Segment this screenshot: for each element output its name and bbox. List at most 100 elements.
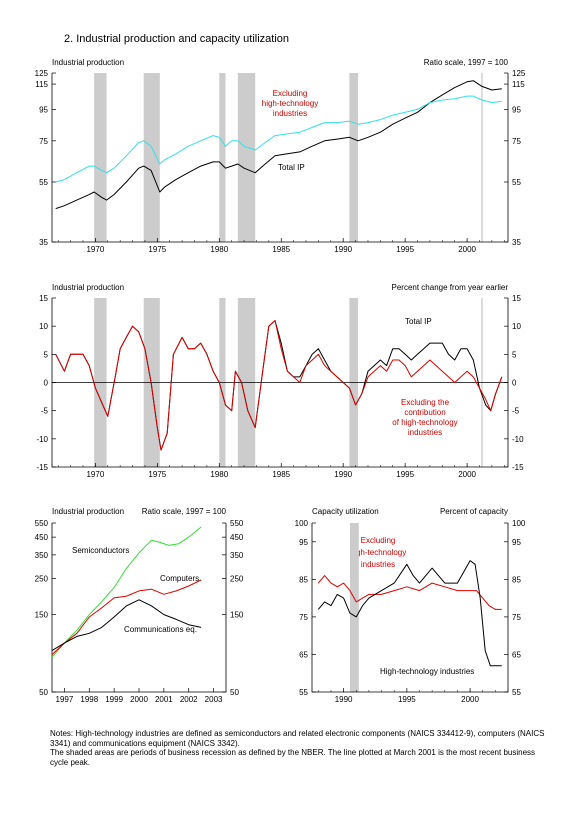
recession-band <box>219 73 226 242</box>
x-tick-label: 1997 <box>56 695 74 704</box>
chart1-title: Industrial production <box>52 58 124 67</box>
chart3-communications-label: Communications eq. <box>124 625 197 634</box>
chart2-title: Industrial production <box>52 283 124 292</box>
chart-capacity_util: 55 55 65 65 75 75 85 85 95 95 100 100 1990 1995 2000 <box>295 519 526 704</box>
chart3-computers-label: Computers <box>160 574 199 583</box>
y-tick-label-right: 10 <box>512 322 521 331</box>
y-tick-label-left: 50 <box>39 688 48 697</box>
notes-paragraph-1: Notes: High-technology industries are de… <box>50 729 545 748</box>
y-tick-label-left: 75 <box>39 137 48 146</box>
recession-band <box>349 73 359 242</box>
chart4-title: Capacity utilization <box>312 507 379 516</box>
recession-band <box>349 523 359 692</box>
y-tick-label-right: 550 <box>230 519 244 528</box>
plot-frame <box>51 73 509 243</box>
chart3-right-title: Ratio scale, 1997 = 100 <box>142 507 227 516</box>
x-tick-label: 1995 <box>398 695 416 704</box>
x-tick-label: 1990 <box>334 470 352 479</box>
y-tick-label-left: 100 <box>295 519 309 528</box>
x-tick-label: 1999 <box>105 695 123 704</box>
x-tick-label: 2001 <box>155 695 173 704</box>
y-tick-label-right: 75 <box>512 613 521 622</box>
y-tick-label-right: 15 <box>512 294 521 303</box>
y-tick-label-right: 55 <box>512 688 521 697</box>
y-tick-label-right: 250 <box>230 575 244 584</box>
chart-ip_levels: 35 35 55 55 75 75 95 95 115 115 125 125 1970 1975 1980… <box>35 69 526 254</box>
y-tick-label-left: 75 <box>299 613 308 622</box>
y-tick-label-right: 5 <box>512 350 517 359</box>
chart3-title: Industrial production <box>52 507 124 516</box>
chart4-excl-label-2: high-technology <box>350 548 406 557</box>
y-tick-label-left: 35 <box>39 238 48 247</box>
notes-paragraph-2: The shaded areas are periods of business… <box>50 748 536 767</box>
y-tick-label-right: 95 <box>512 538 521 547</box>
chart2-total-ip-label: Total IP <box>405 317 432 326</box>
recession-band <box>143 73 160 242</box>
y-tick-label-right: 95 <box>512 105 521 114</box>
y-tick-label-right: 450 <box>230 533 244 542</box>
x-tick-label: 2000 <box>458 470 476 479</box>
chart4-right-title: Percent of capacity <box>440 507 508 516</box>
series-line-1 <box>51 579 202 655</box>
y-tick-label-left: -10 <box>36 435 48 444</box>
chart2-excl-label-4: industries <box>408 428 442 437</box>
chart4-hightech-label: High-technology industries <box>380 667 474 676</box>
chart2-excl-label-1: Excluding the <box>401 398 450 407</box>
y-tick-label-left: -15 <box>36 463 48 472</box>
chart-ip_pct: -15 -15 -10 -10 -5 -5 0 0 5 5 10 10 15 15 1970 1975 1980… <box>36 294 524 479</box>
y-tick-label-right: -15 <box>512 463 524 472</box>
figure-title: 2. Industrial production and capacity ut… <box>64 33 289 45</box>
y-tick-label-right: 125 <box>512 69 526 78</box>
chart2-right-title: Percent change from year earlier <box>392 283 509 292</box>
x-tick-label: 1985 <box>272 470 290 479</box>
y-tick-label-right: 65 <box>512 650 521 659</box>
x-tick-label: 1998 <box>80 695 98 704</box>
x-tick-label: 1980 <box>210 245 228 254</box>
chart3-semiconductors-label: Semiconductors <box>72 546 129 555</box>
x-tick-label: 2000 <box>461 695 479 704</box>
chart4-excl-label-1: Excluding <box>361 536 396 545</box>
notes: Notes: High-technology industries are de… <box>50 729 550 767</box>
series-line-0 <box>55 80 502 210</box>
y-tick-label-right: 35 <box>512 238 521 247</box>
x-tick-label: 2003 <box>205 695 223 704</box>
y-tick-label-right: 55 <box>512 178 521 187</box>
recession-band <box>237 73 256 242</box>
y-tick-label-left: 350 <box>35 551 49 560</box>
y-tick-label-right: 150 <box>230 611 244 620</box>
y-tick-label-left: 450 <box>35 533 49 542</box>
chart4-excl-label-3: industries <box>361 560 395 569</box>
y-tick-label-left: 125 <box>35 69 49 78</box>
chart2-excl-label-2: contribution <box>404 408 445 417</box>
y-tick-label-left: 115 <box>35 80 48 89</box>
y-tick-label-right: 75 <box>512 137 521 146</box>
y-tick-label-right: -10 <box>512 435 524 444</box>
x-tick-label: 1970 <box>86 470 104 479</box>
x-tick-label: 1995 <box>396 470 414 479</box>
chart1-excl-label-2: high-technology <box>262 99 318 108</box>
chart-hightech_ip: 50 50 150 150 250 250 350 350 450 450 550 550 1997 19… <box>35 519 244 704</box>
y-tick-label-right: 100 <box>512 519 526 528</box>
y-tick-label-left: 550 <box>35 519 49 528</box>
y-tick-label-left: 0 <box>44 379 49 388</box>
y-tick-label-left: 15 <box>39 294 48 303</box>
chart1-right-title: Ratio scale, 1997 = 100 <box>424 58 509 67</box>
x-tick-label: 2002 <box>180 695 198 704</box>
chart1-total-ip-label: Total IP <box>278 163 305 172</box>
plot-frame <box>311 523 509 693</box>
x-tick-label: 2000 <box>458 245 476 254</box>
series-line-0 <box>51 526 202 658</box>
y-tick-label-left: 85 <box>299 575 308 584</box>
y-tick-label-right: 50 <box>230 688 239 697</box>
series-line-1 <box>55 95 502 183</box>
y-tick-label-right: 115 <box>512 80 525 89</box>
y-tick-label-left: 55 <box>39 178 48 187</box>
y-tick-label-right: 350 <box>230 551 244 560</box>
x-tick-label: 1990 <box>335 695 353 704</box>
chart2-excl-label-3: of high-technology <box>392 418 457 427</box>
y-tick-label-left: 55 <box>299 688 308 697</box>
y-tick-label-left: 150 <box>35 611 49 620</box>
x-tick-label: 1975 <box>148 470 166 479</box>
y-tick-label-right: 0 <box>512 379 517 388</box>
